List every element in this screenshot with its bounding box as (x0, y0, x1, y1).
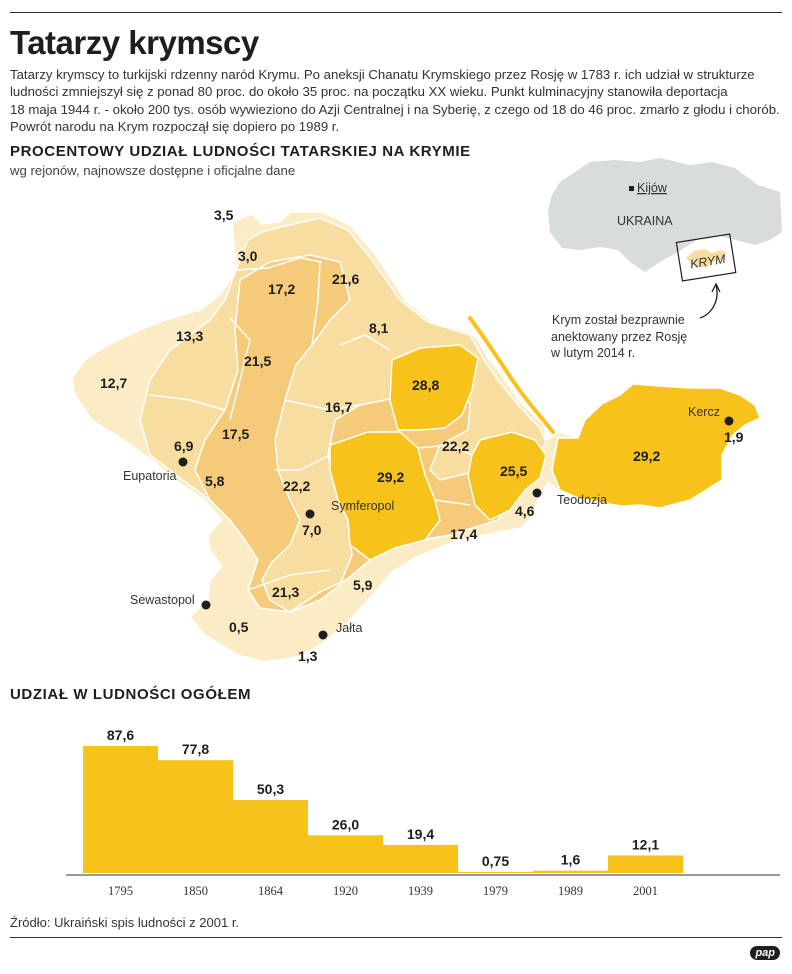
region-value: 28,8 (412, 377, 439, 393)
bar-1920 (308, 835, 383, 873)
x-tick-label: 1979 (483, 884, 508, 898)
bar-1979 (458, 871, 533, 873)
region-value: 21,6 (332, 271, 359, 287)
bar-1864 (233, 800, 308, 873)
bar-value-label: 12,1 (632, 836, 659, 852)
map-heading: PROCENTOWY UDZIAŁ LUDNOŚCI TATARSKIEJ NA… (10, 143, 471, 160)
region-value: 1,9 (724, 429, 744, 445)
intro-line: ludności zmniejszył się z ponad 80 proc.… (10, 84, 728, 100)
region-value: 21,5 (244, 353, 271, 369)
page-title: Tatarzy krymscy (10, 24, 259, 61)
region-value: 3,5 (214, 207, 234, 223)
bar-1989 (533, 870, 608, 873)
bar-1795 (83, 746, 158, 873)
crimea-zone-dark-center (329, 431, 441, 561)
x-tick-label: 1795 (108, 884, 133, 898)
inset-crimea-frame (675, 233, 737, 282)
city-label-sewastopol: Sewastopol (130, 593, 195, 607)
region-value: 25,5 (500, 463, 527, 479)
bar-2001 (608, 855, 683, 873)
city-dot-sewastopol (201, 600, 211, 610)
bar-value-label: 50,3 (257, 781, 284, 797)
inset-note-line: Krym został bezprawnie (552, 313, 685, 327)
inset-note-line: anektowany przez Rosję (551, 330, 687, 344)
city-markers: Eupatoria Symferopol Sewastopol Jałta Te… (123, 405, 734, 640)
region-value: 5,8 (205, 473, 225, 489)
inset-country-label: UKRAINA (617, 214, 673, 228)
region-labels: 3,5 3,0 17,2 21,6 8,1 13,3 21,5 12,7 16,… (100, 207, 744, 664)
x-tick-label: 1850 (183, 884, 208, 898)
bottom-rule (10, 937, 782, 938)
city-label-jalta: Jałta (336, 621, 362, 635)
ukraine-shape (548, 158, 782, 272)
x-tick-label: 2001 (633, 884, 658, 898)
region-value: 7,0 (302, 522, 322, 538)
intro-line: 18 maja 1944 r. - około 200 tys. osób wy… (10, 101, 780, 117)
region-value: 12,7 (100, 375, 127, 391)
source-note: Źródło: Ukraiński spis ludności z 2001 r… (10, 915, 240, 930)
inset-capital-label: Kijów (637, 181, 668, 195)
region-value: 8,1 (369, 320, 389, 336)
crimea-zone-dark-east (467, 431, 547, 521)
region-value: 5,9 (353, 577, 373, 593)
region-value: 4,6 (515, 503, 535, 519)
region-value: 1,3 (298, 648, 318, 664)
bar-value-label: 0,75 (482, 853, 509, 869)
inset-note-line: w lutym 2014 r. (550, 346, 635, 360)
x-tick-label: 1864 (258, 884, 284, 898)
city-label-kercz: Kercz (688, 405, 720, 419)
region-value: 22,2 (442, 438, 469, 454)
region-value: 6,9 (174, 438, 194, 454)
region-value: 21,3 (272, 584, 299, 600)
region-value: 29,2 (377, 469, 404, 485)
inset-arrow (699, 284, 718, 319)
bar-value-label: 26,0 (332, 816, 359, 832)
region-value: 16,7 (325, 399, 352, 415)
inset-crimea-label: KRYM (689, 252, 727, 271)
bar-value-label: 77,8 (182, 741, 209, 757)
city-label-symferopol: Symferopol (331, 499, 394, 513)
region-value: 3,0 (238, 248, 258, 264)
region-value: 17,4 (450, 526, 477, 542)
bar-1850 (158, 760, 233, 873)
city-dot-teodozja (532, 488, 542, 498)
region-value: 0,5 (229, 619, 249, 635)
region-value: 29,2 (633, 448, 660, 464)
crimea-zone-dark-north (389, 344, 479, 431)
city-label-teodozja: Teodozja (557, 493, 607, 507)
intro-line: Powrót narodu na Krym rozpoczął się dopi… (10, 119, 340, 135)
x-tick-label: 1920 (333, 884, 358, 898)
top-rule (10, 12, 782, 13)
city-dot-eupatoria (178, 457, 188, 467)
population-share-bar-chart: 87,6 1795 77,8 1850 50,3 1864 26,0 1920 19,4 1939… (66, 727, 780, 898)
bar-value-label: 19,4 (407, 826, 434, 842)
city-dot-jalta (318, 630, 328, 640)
x-tick-label: 1989 (558, 884, 583, 898)
region-value: 17,5 (222, 426, 249, 442)
capital-marker (629, 186, 634, 191)
region-value: 22,2 (283, 478, 310, 494)
intro-line: Tatarzy krymscy to turkijski rdzenny nar… (10, 67, 755, 82)
inset-arrow-head (711, 282, 721, 293)
region-value: 13,3 (176, 328, 203, 344)
intro-text: Tatarzy krymscy to turkijski rdzenny nar… (10, 66, 780, 136)
city-dot-symferopol (305, 509, 315, 519)
city-dot-kercz (724, 416, 734, 426)
bar-1939 (383, 844, 458, 873)
city-label-eupatoria: Eupatoria (123, 469, 177, 483)
inset-crimea-shape (686, 249, 727, 268)
crimea-zone-dark-kerch (551, 383, 761, 509)
district-borders (149, 257, 473, 591)
bar-value-label: 1,6 (561, 852, 581, 868)
arabat-spit (468, 316, 555, 434)
x-tick-label: 1939 (408, 884, 433, 898)
crimea-map: 3,5 3,0 17,2 21,6 8,1 13,3 21,5 12,7 16,… (71, 207, 761, 664)
map-subtitle: wg rejonów, najnowsze dostępne i oficjal… (10, 163, 296, 178)
region-value: 17,2 (268, 281, 295, 297)
inset-map: Kijów UKRAINA KRYM Krym został bezprawni… (548, 158, 782, 360)
chart-heading: UDZIAŁ W LUDNOŚCI OGÓŁEM (10, 686, 252, 703)
bar-value-label: 87,6 (107, 727, 134, 743)
pap-logo: pap (750, 946, 780, 960)
